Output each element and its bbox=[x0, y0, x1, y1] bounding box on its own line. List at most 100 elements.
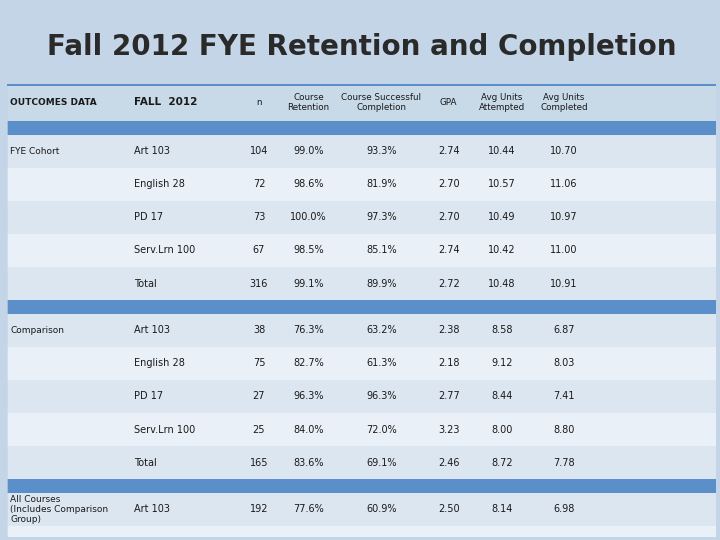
Text: 96.3%: 96.3% bbox=[293, 392, 324, 401]
Text: 2.72: 2.72 bbox=[438, 279, 459, 288]
Text: 27: 27 bbox=[253, 392, 265, 401]
Text: 60.9%: 60.9% bbox=[366, 504, 397, 515]
Text: 316: 316 bbox=[250, 279, 268, 288]
Text: 10.70: 10.70 bbox=[550, 146, 577, 156]
Text: n: n bbox=[256, 98, 261, 107]
Text: 76.3%: 76.3% bbox=[293, 325, 324, 335]
Bar bbox=[7, 347, 716, 380]
Text: 100.0%: 100.0% bbox=[290, 212, 327, 222]
Text: Course
Retention: Course Retention bbox=[287, 93, 330, 112]
Bar bbox=[7, 234, 716, 267]
Text: 84.0%: 84.0% bbox=[293, 424, 324, 435]
Text: 25: 25 bbox=[253, 424, 265, 435]
Bar bbox=[7, 121, 716, 134]
Bar bbox=[7, 84, 716, 121]
Text: Serv.Lrn 100: Serv.Lrn 100 bbox=[134, 245, 195, 255]
Text: 2.74: 2.74 bbox=[438, 245, 459, 255]
Text: 165: 165 bbox=[250, 458, 269, 468]
Text: 10.91: 10.91 bbox=[550, 279, 577, 288]
Text: Fall 2012 FYE Retention and Completion: Fall 2012 FYE Retention and Completion bbox=[47, 33, 677, 61]
Text: 63.2%: 63.2% bbox=[366, 325, 397, 335]
Text: 67: 67 bbox=[253, 245, 265, 255]
Text: 6.87: 6.87 bbox=[553, 325, 575, 335]
Text: 2.38: 2.38 bbox=[438, 325, 459, 335]
Text: 83.6%: 83.6% bbox=[293, 458, 324, 468]
Text: 98.5%: 98.5% bbox=[293, 245, 324, 255]
Text: 8.44: 8.44 bbox=[491, 392, 513, 401]
Text: 73: 73 bbox=[253, 212, 265, 222]
Text: 10.44: 10.44 bbox=[488, 146, 516, 156]
Text: OUTCOMES DATA: OUTCOMES DATA bbox=[10, 98, 96, 107]
Text: 9.12: 9.12 bbox=[491, 359, 513, 368]
Text: 8.72: 8.72 bbox=[491, 458, 513, 468]
Text: 69.1%: 69.1% bbox=[366, 458, 397, 468]
Text: 6.98: 6.98 bbox=[553, 504, 575, 515]
Text: 99.1%: 99.1% bbox=[293, 279, 324, 288]
Text: FYE Cohort: FYE Cohort bbox=[10, 146, 60, 156]
Text: 77.6%: 77.6% bbox=[293, 504, 324, 515]
Bar bbox=[7, 134, 716, 167]
Text: 84.4%: 84.4% bbox=[293, 537, 324, 540]
Text: 10.48: 10.48 bbox=[488, 279, 516, 288]
Text: 10.57: 10.57 bbox=[488, 179, 516, 189]
Text: English 28: English 28 bbox=[134, 179, 185, 189]
Text: 98.6%: 98.6% bbox=[293, 179, 324, 189]
Text: 97.3%: 97.3% bbox=[366, 212, 397, 222]
Text: Art 103: Art 103 bbox=[134, 504, 170, 515]
Text: Course Successful
Completion: Course Successful Completion bbox=[341, 93, 421, 112]
Text: 8.00: 8.00 bbox=[553, 537, 575, 540]
Text: 2.74: 2.74 bbox=[438, 146, 459, 156]
Bar bbox=[7, 493, 716, 526]
Text: PD 17: PD 17 bbox=[134, 212, 163, 222]
Text: 10.42: 10.42 bbox=[488, 245, 516, 255]
Bar bbox=[7, 526, 716, 540]
Text: All Courses
(Includes Comparison
Group): All Courses (Includes Comparison Group) bbox=[10, 495, 108, 524]
Text: 3.23: 3.23 bbox=[438, 424, 459, 435]
Text: 7.41: 7.41 bbox=[553, 392, 575, 401]
Text: 93.3%: 93.3% bbox=[366, 146, 397, 156]
Text: 8.14: 8.14 bbox=[491, 504, 513, 515]
Text: Art 103: Art 103 bbox=[134, 325, 170, 335]
Text: 590: 590 bbox=[250, 537, 269, 540]
Text: 11.06: 11.06 bbox=[550, 179, 577, 189]
Bar bbox=[7, 300, 716, 314]
Text: 96.3%: 96.3% bbox=[366, 392, 397, 401]
Text: 11.00: 11.00 bbox=[550, 245, 577, 255]
Text: English 28: English 28 bbox=[134, 359, 185, 368]
Text: Avg Units
Attempted: Avg Units Attempted bbox=[479, 93, 525, 112]
Text: 2.35: 2.35 bbox=[438, 537, 459, 540]
Text: GPA: GPA bbox=[440, 98, 457, 107]
Text: 104: 104 bbox=[250, 146, 268, 156]
Text: 2.50: 2.50 bbox=[438, 504, 459, 515]
Text: Comparison: Comparison bbox=[10, 326, 64, 335]
Text: 7.78: 7.78 bbox=[553, 458, 575, 468]
Bar bbox=[7, 479, 716, 493]
Text: 8.00: 8.00 bbox=[491, 424, 513, 435]
Text: Avg Units
Completed: Avg Units Completed bbox=[540, 93, 588, 112]
Bar bbox=[7, 167, 716, 201]
Text: 8.58: 8.58 bbox=[491, 325, 513, 335]
Text: 8.03: 8.03 bbox=[553, 359, 575, 368]
Text: 72: 72 bbox=[253, 179, 265, 189]
Text: English 28: English 28 bbox=[134, 537, 185, 540]
Text: 89.9%: 89.9% bbox=[366, 279, 397, 288]
Text: 38: 38 bbox=[253, 325, 265, 335]
Text: 9.02: 9.02 bbox=[491, 537, 513, 540]
Bar bbox=[7, 380, 716, 413]
Text: 2.77: 2.77 bbox=[438, 392, 459, 401]
Text: 2.46: 2.46 bbox=[438, 458, 459, 468]
Text: Art 103: Art 103 bbox=[134, 146, 170, 156]
Text: 8.80: 8.80 bbox=[553, 424, 575, 435]
Text: FALL  2012: FALL 2012 bbox=[134, 97, 197, 107]
Text: 192: 192 bbox=[250, 504, 269, 515]
Text: 2.18: 2.18 bbox=[438, 359, 459, 368]
Text: PD 17: PD 17 bbox=[134, 392, 163, 401]
Text: 2.70: 2.70 bbox=[438, 212, 459, 222]
Text: 75: 75 bbox=[253, 359, 265, 368]
Bar bbox=[7, 314, 716, 347]
Text: 99.0%: 99.0% bbox=[293, 146, 324, 156]
Text: Total: Total bbox=[134, 458, 157, 468]
Text: 85.1%: 85.1% bbox=[366, 245, 397, 255]
Bar bbox=[7, 201, 716, 234]
Bar bbox=[7, 413, 716, 446]
